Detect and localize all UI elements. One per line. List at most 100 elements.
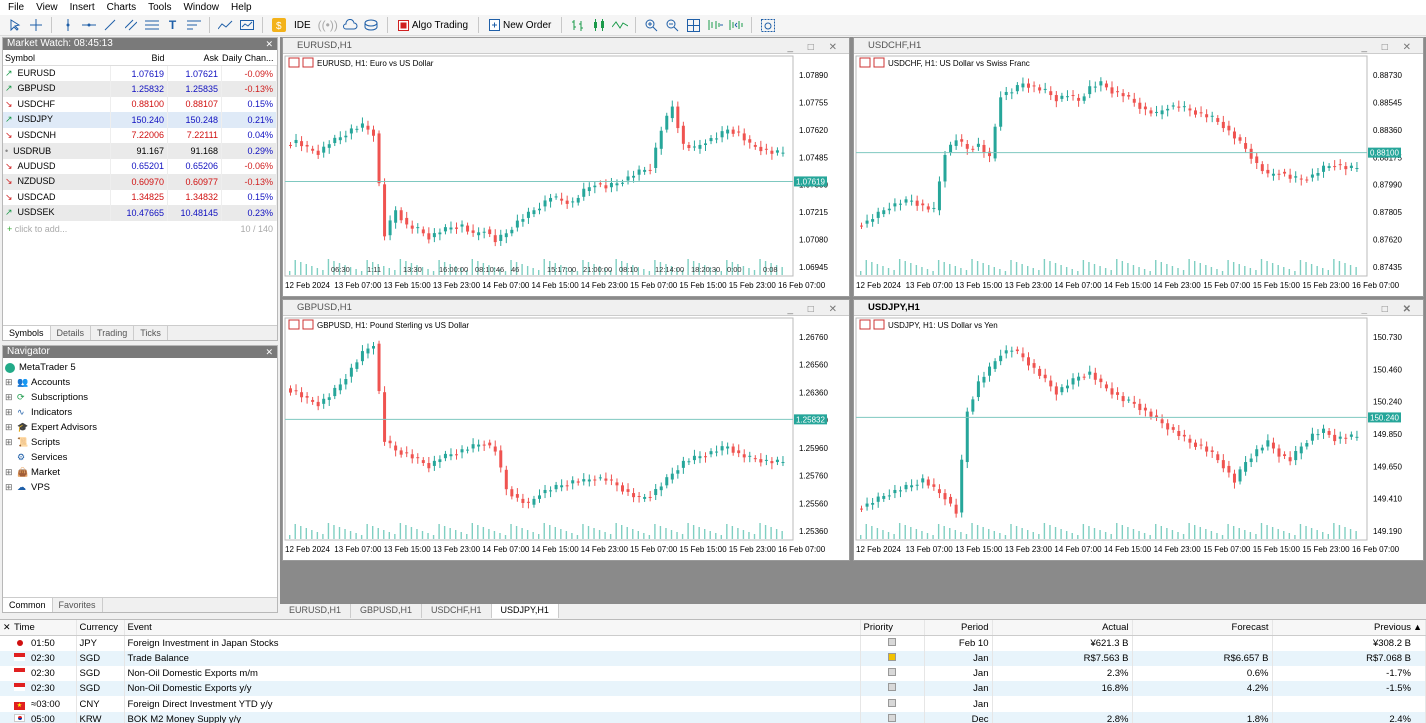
nav-item-expert-advisors[interactable]: ⊞ 🎓 Expert Advisors [5,420,275,435]
chart-tab[interactable]: EURUSD,H1 [280,604,352,618]
calendar-events-icon[interactable] [859,57,871,68]
chart-shift-icon[interactable] [727,17,744,34]
col-bid[interactable]: Bid [110,50,168,66]
market-watch-row[interactable]: ↗ GBPUSD 1.25832 1.25835 -0.13% [3,81,278,97]
algo-trading-button[interactable]: Algo Trading [395,19,471,31]
horizontal-line-icon[interactable] [80,17,97,34]
nav-item-market[interactable]: ⊞ 👜 Market [5,465,275,480]
fibonacci-icon[interactable] [143,17,160,34]
price-chart[interactable]: 0.88730 0.88545 0.88360 0.88175 0.87990 0.878… [854,54,1423,296]
expand-icon[interactable]: ⊞ [5,482,13,492]
market-watch-row[interactable]: ↘ USDCAD 1.34825 1.34832 0.15% [3,189,278,205]
price-chart[interactable]: 1.267601.265601.263601.261601.259601.257… [283,316,849,560]
calendar-scroll-up-icon[interactable]: ▲ [1413,622,1422,632]
col-forecast[interactable]: Forecast [1132,620,1273,636]
price-chart[interactable]: 1.078901.077551.076201.074851.073501.072… [283,54,849,296]
signal-icon[interactable]: ((•)) [317,18,338,32]
zoom-in-icon[interactable] [643,17,660,34]
col-ask[interactable]: Ask [167,50,222,66]
window-controls[interactable]: _ □ ✕ [787,304,843,315]
tile-windows-icon[interactable] [685,17,702,34]
calendar-row[interactable]: 02:30 SGD Trade Balance Jan R$7.563 B R$… [0,650,1426,666]
market-watch-row[interactable]: • USDRUB 91.167 91.168 0.29% [3,143,278,159]
expand-icon[interactable]: ⊞ [5,407,13,417]
col-period[interactable]: Period [924,620,993,636]
chart-window-title[interactable]: EURUSD,H1 _ □ ✕ [283,38,849,54]
market-watch-row[interactable]: ↗ USDJPY 150.240 150.248 0.21% [3,112,278,128]
cloud-icon[interactable] [342,17,359,34]
templates-icon[interactable] [238,17,255,34]
vertical-line-icon[interactable] [59,17,76,34]
nav-item-scripts[interactable]: ⊞ 📜 Scripts [5,435,275,450]
chart-window[interactable]: USDCHF,H1 _ □ ✕ 0.88730 0.88545 0.88360 0.881… [853,37,1424,297]
col-event[interactable]: Event [124,620,861,636]
cursor-icon[interactable] [6,17,23,34]
channel-icon[interactable] [122,17,139,34]
window-controls[interactable]: _ □ ✕ [1361,304,1417,315]
menu-insert[interactable]: Insert [69,2,95,13]
chart-window-title[interactable]: GBPUSD,H1 _ □ ✕ [283,300,849,316]
chart-window[interactable]: USDJPY,H1 _ □ ✕ 150.730 150.460 150.240 149.8… [853,299,1424,561]
indicators-icon[interactable] [217,17,234,34]
vps-icon[interactable] [363,17,380,34]
tab-favorites[interactable]: Favorites [53,598,103,612]
menu-window[interactable]: Window [183,2,220,13]
calendar-row[interactable]: ★ ≈03:00 CNY Foreign Direct Investment YT… [0,696,1426,712]
col-priority[interactable]: Priority [860,620,925,636]
nav-item-accounts[interactable]: ⊞ 👥 Accounts [5,375,275,390]
menu-tools[interactable]: Tools [148,2,172,13]
col-currency[interactable]: Currency [76,620,125,636]
calendar-row[interactable]: 01:50 JPY Foreign Investment in Japan St… [0,635,1426,651]
trade-levels-icon[interactable] [873,319,885,330]
autoscroll-icon[interactable] [706,17,723,34]
chart-window[interactable]: EURUSD,H1 _ □ ✕ 1.07890 1.07755 1.07620 1.074… [282,37,850,297]
trade-levels-icon[interactable] [302,319,314,330]
chart-tab[interactable]: USDJPY,H1 [491,604,559,618]
nav-item-indicators[interactable]: ⊞ ∿ Indicators [5,405,275,420]
col-actual[interactable]: Actual [992,620,1133,636]
tab-ticks[interactable]: Ticks [134,326,168,340]
candlestick-chart-icon[interactable] [590,17,607,34]
nav-item-subscriptions[interactable]: ⊞ ⟳ Subscriptions [5,390,275,405]
calendar-events-icon[interactable] [859,319,871,330]
trade-levels-icon[interactable] [873,57,885,68]
add-symbol[interactable]: + click to add... [7,224,67,234]
chart-window-title[interactable]: USDJPY,H1 _ □ ✕ [854,300,1423,316]
expand-icon[interactable]: ⊞ [5,437,13,447]
shapes-icon[interactable] [185,17,202,34]
calendar-events-icon[interactable] [288,57,300,68]
trendline-icon[interactable] [101,17,118,34]
calendar-events-icon[interactable] [288,319,300,330]
ide-button[interactable]: IDE [291,20,314,31]
menu-charts[interactable]: Charts [106,2,137,13]
trade-levels-icon[interactable] [302,57,314,68]
expand-icon[interactable]: ⊞ [5,377,13,387]
market-watch-row[interactable]: ↗ EURUSD 1.07619 1.07621 -0.09% [3,65,278,81]
col-previous[interactable]: Previous [1272,620,1426,636]
calendar-row[interactable]: 02:30 SGD Non-Oil Domestic Exports y/y J… [0,681,1426,697]
calendar-row[interactable]: 02:30 SGD Non-Oil Domestic Exports m/m J… [0,665,1426,682]
tab-trading[interactable]: Trading [91,326,135,340]
market-watch-row[interactable]: ↘ AUDUSD 0.65201 0.65206 -0.06% [3,158,278,174]
text-icon[interactable]: T [168,18,177,32]
window-controls[interactable]: _ □ ✕ [787,42,843,53]
bar-chart-icon[interactable] [569,17,586,34]
calendar-row[interactable]: 05:00 KRW BOK M2 Money Supply y/y Dec 2.… [0,711,1426,723]
close-icon[interactable]: ✕ [265,347,273,357]
market-watch-row[interactable]: ↘ USDCHF 0.88100 0.88107 0.15% [3,96,278,112]
close-icon[interactable]: ✕ [265,39,273,49]
col-symbol[interactable]: Symbol [3,50,111,66]
chart-window-title[interactable]: USDCHF,H1 _ □ ✕ [854,38,1423,54]
tab-common[interactable]: Common [3,598,53,612]
expand-icon[interactable]: ⊞ [5,392,13,402]
menu-view[interactable]: View [36,2,58,13]
market-watch-row[interactable]: ↘ USDCNH 7.22006 7.22111 0.04% [3,127,278,143]
menu-help[interactable]: Help [231,2,252,13]
window-controls[interactable]: _ □ ✕ [1361,42,1417,53]
menu-file[interactable]: File [8,2,25,13]
calendar-close-icon[interactable]: ✕ [3,622,11,632]
screenshot-icon[interactable] [759,17,776,34]
nav-item-services[interactable]: ⚙ Services [5,450,275,465]
nav-item-vps[interactable]: ⊞ ☁ VPS [5,480,275,495]
zoom-out-icon[interactable] [664,17,681,34]
